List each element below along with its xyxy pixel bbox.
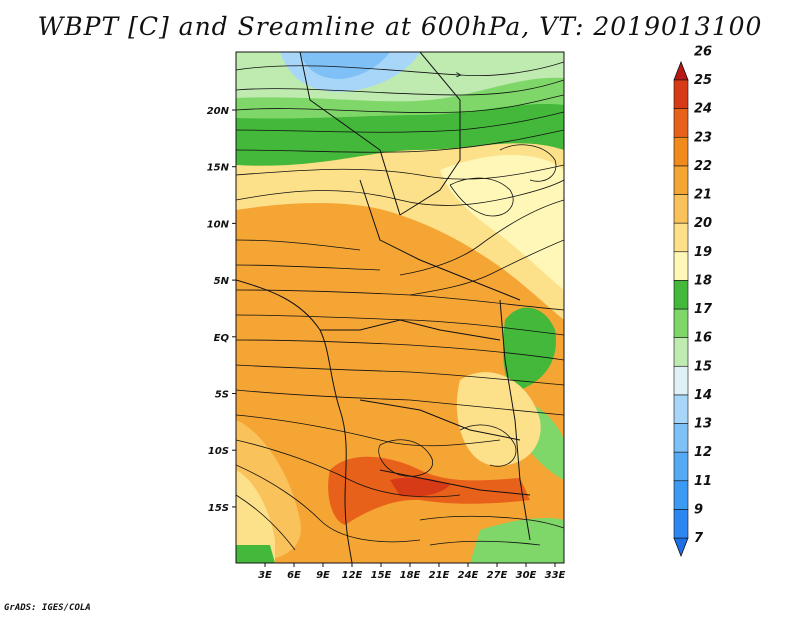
lon-tick-label: 21E — [429, 570, 450, 581]
sw-pale — [236, 470, 275, 563]
colorbar-segment — [673, 79, 689, 109]
colorbar-label: 18 — [694, 273, 712, 288]
footer-credit: GrADS: IGES/COLA — [4, 603, 91, 613]
lat-tick-label: 15S — [208, 503, 229, 514]
colorbar-segment — [673, 394, 689, 424]
colorbar-segment — [673, 194, 689, 224]
lat-tick-label: 5N — [214, 276, 230, 287]
lon-tick-label: 24E — [458, 570, 479, 581]
colorbar-label: 12 — [694, 445, 712, 460]
colorbar-segment — [673, 108, 689, 138]
lon-tick-label: 6E — [287, 570, 301, 581]
pale-yellow-patch — [440, 155, 564, 290]
colorbar-label: 22 — [694, 159, 712, 174]
colorbar-label: 15 — [694, 359, 712, 374]
map-panel — [236, 52, 564, 563]
colorbar-label: 11 — [694, 474, 712, 489]
lat-tick-label: 15N — [207, 163, 230, 174]
plot-title: WBPT [C] and Sreamline at 600hPa, VT: 20… — [37, 12, 763, 41]
colorbar-label: 21 — [694, 188, 712, 203]
colorbar-label: 9 — [694, 502, 703, 517]
colorbar: 7 9 11 12 13 14 15 16 17 18 19 20 21 22 23 24 25 26 — [673, 44, 713, 558]
colorbar-label: 23 — [694, 130, 712, 145]
colorbar-segment — [673, 280, 689, 310]
colorbar-segment — [673, 308, 689, 338]
lon-tick-label: 3E — [258, 570, 272, 581]
lat-tick-label: 10N — [207, 219, 230, 230]
colorbar-segment — [673, 337, 689, 367]
lon-tick-label: 9E — [316, 570, 330, 581]
blue-core — [300, 52, 390, 79]
colorbar-label: 17 — [694, 302, 713, 317]
lon-tick-label: 30E — [516, 570, 537, 581]
colorbar-segment — [673, 165, 689, 195]
colorbar-segment — [673, 451, 689, 482]
streamlines — [236, 61, 564, 551]
lon-axis: 3E 6E 9E 12E 15E 18E 21E 24E 27E 30E 33E — [258, 563, 566, 581]
lat-tick-label: 20N — [207, 106, 230, 117]
lon-tick-label: 12E — [342, 570, 363, 581]
lat-tick-label: 10S — [208, 446, 229, 457]
colorbar-segment — [673, 251, 689, 281]
colorbar-label: 16 — [694, 331, 712, 346]
lon-tick-label: 18E — [400, 570, 421, 581]
colorbar-segment — [673, 423, 689, 453]
lon-tick-label: 27E — [487, 570, 508, 581]
colorbar-label: 14 — [694, 388, 712, 403]
lat-tick-label: EQ — [214, 333, 230, 344]
colorbar-label: 24 — [694, 102, 712, 117]
colorbar-segment — [673, 365, 689, 396]
colorbar-segment — [673, 136, 689, 167]
lon-tick-label: 33E — [545, 570, 566, 581]
colorbar-min-arrow — [673, 537, 689, 558]
boundaries — [236, 52, 531, 563]
lat-tick-label: 5S — [215, 390, 229, 401]
east-africa-green — [503, 307, 556, 391]
colorbar-segment — [673, 222, 689, 253]
hot-core — [390, 477, 450, 497]
map-frame — [235, 51, 565, 564]
colorbar-max-arrow — [673, 60, 689, 81]
se-green — [470, 518, 564, 563]
colorbar-segment — [673, 480, 689, 510]
colorbar-label: 25 — [694, 73, 712, 88]
colorbar-label: 26 — [694, 44, 712, 59]
lon-tick-label: 15E — [371, 570, 392, 581]
colorbar-label: 19 — [694, 245, 712, 260]
lat-axis: 20N 15N 10N 5N EQ 5S 10S 15S — [207, 106, 236, 514]
sw-green — [236, 545, 275, 563]
colorbar-label: 13 — [694, 417, 712, 432]
colorbar-label: 20 — [694, 216, 712, 231]
colorbar-label: 7 — [694, 531, 704, 546]
colorbar-segment — [673, 509, 689, 539]
